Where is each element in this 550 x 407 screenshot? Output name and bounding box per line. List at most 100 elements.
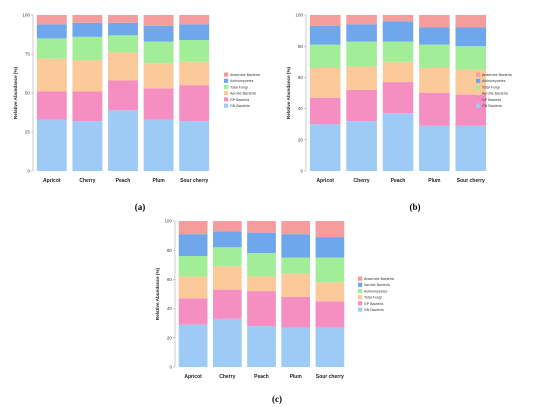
legend-swatch bbox=[358, 307, 363, 312]
bar-segment bbox=[455, 125, 487, 171]
legend-entry: GP Bacteria bbox=[482, 98, 501, 102]
legend-entry: GP Bacteria bbox=[230, 98, 249, 102]
bar-segment bbox=[212, 266, 242, 290]
bar-segment bbox=[178, 256, 208, 277]
bar-segment bbox=[212, 289, 242, 319]
panel-label: (a) bbox=[135, 202, 146, 212]
chart-panel-1: 0 20 40 60 80 100 Relative Abundance (%) Aprico… bbox=[286, 13, 512, 212]
bar-segment bbox=[36, 15, 67, 25]
bar-segment bbox=[281, 296, 311, 328]
y-axis-label: Relative Abundance (%) bbox=[286, 66, 291, 119]
bar-segment bbox=[179, 61, 210, 86]
bar-segment bbox=[419, 15, 450, 28]
y-tick-label: 80 bbox=[298, 44, 304, 49]
bar-segment bbox=[143, 15, 174, 26]
category-label: Apricot bbox=[316, 178, 334, 184]
legend-entry: GN Bacteria bbox=[230, 104, 250, 108]
category-label: Cherry bbox=[219, 374, 235, 380]
bar-segment bbox=[281, 257, 311, 274]
bar-segment bbox=[346, 66, 377, 90]
bar-segment bbox=[108, 110, 138, 171]
bar-segment bbox=[36, 119, 67, 171]
bar-segment bbox=[419, 68, 450, 93]
bar-segment bbox=[178, 234, 208, 257]
bar-segment bbox=[382, 82, 414, 114]
y-tick-label: 60 bbox=[167, 277, 173, 282]
y-tick-label: 80 bbox=[167, 248, 173, 253]
bar-segment bbox=[309, 124, 341, 171]
bar-segment bbox=[247, 326, 276, 367]
legend-swatch bbox=[358, 288, 363, 294]
legend-swatch bbox=[476, 84, 481, 90]
y-tick-label: 25 bbox=[25, 130, 31, 135]
bar-segment bbox=[346, 89, 377, 122]
legend-entry: Anaerobe Bacteria bbox=[364, 277, 394, 281]
category-label: Apricot bbox=[43, 178, 61, 184]
category-label: Plum bbox=[152, 178, 165, 184]
bar-segment bbox=[36, 24, 67, 39]
bar-segment bbox=[309, 25, 341, 45]
legend-swatch bbox=[358, 276, 363, 281]
bar-segment bbox=[455, 15, 487, 28]
bar-segment bbox=[178, 324, 208, 367]
legend-entry: Anaerobe Bacteria bbox=[230, 73, 260, 77]
legend-entry: Aerobe Bacteria bbox=[482, 92, 508, 96]
chart-panel-0: 0 25 50 75 100 Relative Abundance (%) Apricot C… bbox=[13, 13, 260, 212]
legend-entry: Actinomycetes bbox=[364, 289, 388, 293]
legend-swatch bbox=[358, 295, 363, 300]
legend-swatch bbox=[224, 84, 229, 90]
legend-swatch bbox=[358, 301, 363, 306]
bar-segment bbox=[455, 27, 487, 47]
bar-segment bbox=[455, 94, 487, 126]
bar-segment bbox=[178, 276, 208, 299]
bar-segment bbox=[419, 27, 450, 45]
bar-segment bbox=[309, 68, 341, 98]
category-label: Sour cherry bbox=[316, 374, 344, 380]
bar-segment bbox=[178, 298, 208, 325]
bar-segment bbox=[108, 52, 138, 81]
legend-entry: Aerobe Bacteria bbox=[230, 92, 256, 96]
bar-segment bbox=[143, 63, 174, 89]
bar-segment bbox=[178, 221, 208, 235]
y-axis-label: Relative Abundance (%) bbox=[13, 66, 18, 119]
legend-entry: Actinomycetes bbox=[482, 79, 506, 83]
legend-entry: GP Bacteria bbox=[364, 302, 383, 306]
legend-swatch bbox=[476, 78, 481, 83]
bar-segment bbox=[346, 24, 377, 42]
legend-swatch bbox=[224, 72, 229, 77]
bar-segment bbox=[281, 234, 311, 258]
legend-swatch bbox=[224, 103, 229, 108]
bar-segment bbox=[315, 257, 345, 283]
bar-segment bbox=[247, 221, 276, 233]
bar-segment bbox=[281, 273, 311, 297]
bar-segment bbox=[346, 15, 377, 25]
category-label: Peach bbox=[254, 374, 269, 380]
bar-segment bbox=[108, 22, 138, 36]
bar-segment bbox=[247, 253, 276, 277]
bar-segment bbox=[212, 247, 242, 267]
bar-segment bbox=[309, 15, 341, 26]
bar-segment bbox=[143, 88, 174, 120]
bar-segment bbox=[72, 91, 103, 122]
bar-segment bbox=[72, 22, 103, 37]
legend-entry: Actinomycetes bbox=[230, 79, 254, 83]
bar-segment bbox=[36, 91, 67, 120]
bar-segment bbox=[36, 38, 67, 59]
bar-segment bbox=[72, 60, 103, 92]
legend-swatch bbox=[476, 103, 481, 108]
bar-segment bbox=[143, 41, 174, 64]
category-label: Sour cherry bbox=[180, 178, 208, 184]
bar-segment bbox=[455, 46, 487, 70]
legend-entry: Total Fungi bbox=[364, 296, 382, 300]
category-label: Cherry bbox=[354, 178, 370, 184]
bar-segment bbox=[315, 237, 345, 258]
bar-segment bbox=[382, 15, 414, 22]
bar-segment bbox=[382, 113, 414, 171]
category-label: Sour cherry bbox=[457, 178, 485, 184]
y-tick-label: 40 bbox=[167, 306, 173, 311]
bar-segment bbox=[72, 15, 103, 23]
legend-swatch bbox=[476, 72, 481, 77]
legend-swatch bbox=[224, 91, 229, 96]
bar-segment bbox=[315, 301, 345, 328]
